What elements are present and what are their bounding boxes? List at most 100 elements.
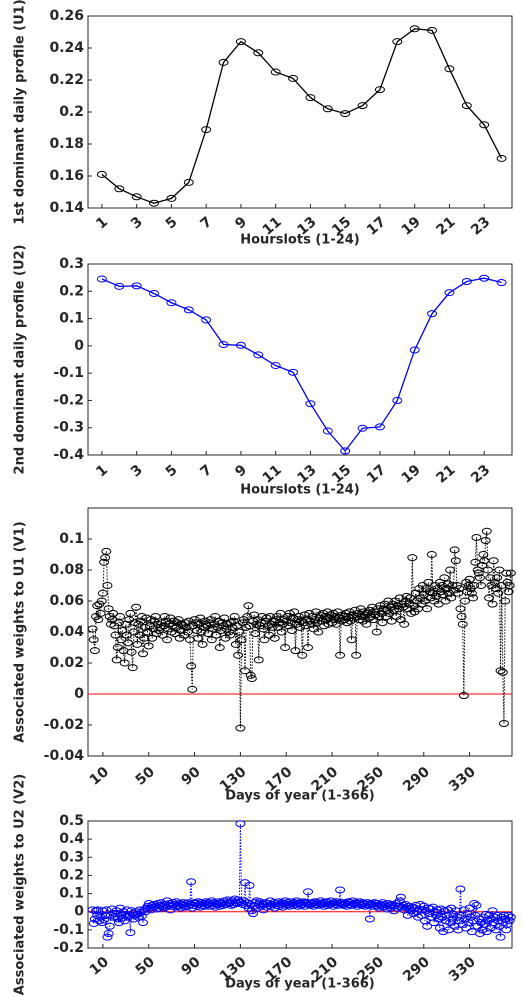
x-tick-label: 50 (133, 954, 158, 979)
marker (114, 185, 125, 193)
marker (469, 900, 480, 908)
marker (305, 94, 316, 102)
x-tick-label: 7 (198, 462, 216, 481)
y-tick-label: -0.1 (53, 365, 84, 381)
marker (138, 919, 149, 927)
marker (454, 585, 465, 593)
x-tick-label: 50 (133, 764, 158, 789)
marker (322, 105, 333, 113)
marker (91, 907, 102, 915)
y-tick-label: 0.3 (59, 256, 84, 272)
marker (364, 915, 375, 923)
marker (455, 885, 466, 893)
marker (115, 613, 126, 620)
x-tick-label: 5 (163, 214, 181, 233)
marker (97, 589, 108, 597)
marker (88, 636, 99, 644)
y-tick-label: -0.3 (53, 420, 84, 436)
marker (235, 820, 246, 828)
marker (201, 126, 212, 134)
marker (104, 922, 115, 930)
marker (186, 878, 197, 886)
marker (112, 915, 123, 923)
marker (235, 724, 246, 732)
x-tick-label: 90 (179, 764, 204, 789)
marker (89, 647, 100, 655)
plot-area (87, 15, 513, 209)
marker (305, 400, 316, 408)
marker (236, 636, 247, 644)
marker (166, 194, 177, 202)
marker (471, 533, 482, 541)
marker (466, 589, 477, 597)
marker (409, 346, 420, 354)
marker (469, 582, 480, 589)
marker (241, 623, 252, 631)
marker (395, 893, 406, 901)
marker (209, 899, 220, 907)
marker (422, 922, 433, 930)
marker (235, 341, 246, 349)
marker (481, 527, 492, 535)
marker (102, 582, 113, 589)
y-axis-label: Associated weights to U1 (V1) (13, 521, 28, 742)
marker (248, 910, 259, 918)
marker (399, 620, 410, 628)
marker (129, 619, 140, 627)
marker (110, 631, 121, 639)
marker (357, 424, 368, 432)
marker (193, 634, 204, 642)
y-tick-label: 0.3 (59, 849, 84, 865)
marker (484, 594, 495, 602)
marker (457, 620, 468, 628)
plot-area (87, 507, 513, 757)
marker (480, 537, 491, 545)
marker (253, 49, 264, 57)
y-axis-label: Associated weights to U2 (V2) (13, 774, 28, 995)
marker (456, 613, 467, 620)
x-tick-label: 9 (232, 462, 250, 481)
marker (479, 121, 490, 129)
marker (486, 915, 497, 923)
marker (276, 628, 287, 636)
marker (313, 628, 324, 636)
marker (234, 628, 245, 636)
marker (159, 613, 170, 620)
x-tick-label: 330 (446, 764, 479, 795)
marker (474, 574, 485, 582)
x-tick-label: 10 (87, 764, 112, 789)
marker (102, 933, 113, 941)
plot-area (87, 820, 513, 949)
y-tick-label: 0 (74, 904, 84, 920)
marker (288, 368, 299, 376)
marker (119, 659, 130, 667)
marker (87, 625, 98, 633)
marker (374, 86, 385, 94)
marker (114, 282, 125, 290)
marker (219, 614, 230, 622)
marker (426, 551, 437, 558)
marker (479, 274, 490, 282)
marker (427, 26, 438, 34)
marker (340, 447, 351, 455)
marker (498, 911, 509, 919)
y-tick-label: 0.16 (49, 168, 84, 184)
marker (502, 920, 513, 928)
marker (340, 110, 351, 118)
marker (235, 38, 246, 46)
marker (225, 631, 236, 639)
marker (490, 926, 501, 934)
marker (125, 609, 136, 617)
x-tick-label: 1 (93, 462, 111, 481)
marker (201, 316, 212, 324)
marker (115, 904, 126, 912)
marker (229, 613, 240, 620)
marker (378, 605, 389, 613)
x-tick-label: 330 (446, 954, 479, 985)
marker (497, 668, 508, 676)
marker (239, 667, 250, 675)
marker (482, 566, 493, 574)
marker (505, 569, 516, 577)
marker (335, 651, 346, 659)
marker (481, 928, 492, 936)
